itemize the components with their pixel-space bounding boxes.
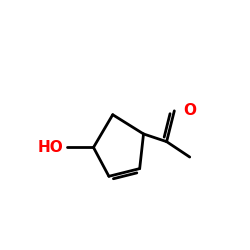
Text: O: O <box>183 103 196 118</box>
Text: HO: HO <box>38 140 64 155</box>
